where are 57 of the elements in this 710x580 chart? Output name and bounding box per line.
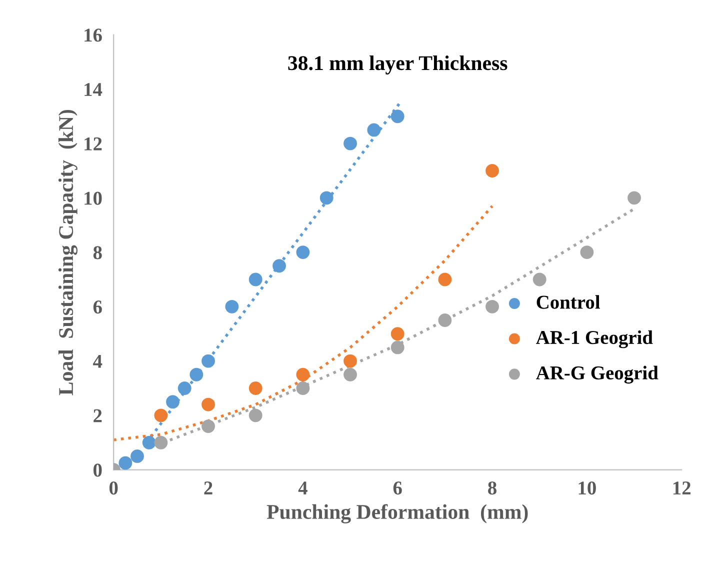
point xyxy=(532,272,546,286)
point xyxy=(296,246,310,260)
point xyxy=(225,300,239,314)
legend-label: AR-G Geogrid xyxy=(536,366,658,384)
point xyxy=(580,246,594,260)
point xyxy=(344,136,357,150)
point xyxy=(438,272,452,286)
point xyxy=(202,398,215,412)
x-tick-label: 8 xyxy=(488,481,496,495)
point xyxy=(628,191,641,205)
point xyxy=(390,340,404,354)
point xyxy=(202,354,215,368)
x-tick-label: 4 xyxy=(298,482,308,494)
y-tick-label: 0 xyxy=(94,464,102,477)
point xyxy=(296,368,310,382)
point xyxy=(344,368,357,382)
y-tick-label: 14 xyxy=(84,83,102,96)
y-tick-label: 10 xyxy=(84,192,102,205)
point xyxy=(202,420,215,434)
y-tick-label: 12 xyxy=(84,137,102,150)
legend-label: Control xyxy=(536,295,600,309)
point xyxy=(154,408,168,422)
point xyxy=(272,259,286,273)
point xyxy=(390,327,404,341)
legend-label: AR-1 Geogrid xyxy=(536,330,653,348)
y-axis-title: Load Sustaining Capacity (kN) xyxy=(58,110,78,396)
point xyxy=(296,382,310,395)
y-tick-label: 8 xyxy=(93,246,102,260)
x-tick-label: 0 xyxy=(109,481,118,495)
line-series xyxy=(114,204,494,442)
x-tick-label: 12 xyxy=(673,482,690,494)
point xyxy=(154,436,168,450)
point xyxy=(248,408,262,422)
point xyxy=(486,300,499,314)
x-tick-label: 10 xyxy=(578,481,596,495)
point xyxy=(178,382,192,395)
point xyxy=(118,456,132,470)
y-tick-label: 2 xyxy=(94,409,102,422)
point xyxy=(190,368,204,382)
text: 38.1 mm layer Thickness xyxy=(288,56,508,74)
y-tick-label: 16 xyxy=(84,28,102,42)
x-tick-label: 6 xyxy=(393,482,402,495)
x-tick-label: 2 xyxy=(204,482,212,494)
point xyxy=(486,164,499,178)
y-tick-label: 4 xyxy=(93,354,102,368)
point xyxy=(367,123,381,137)
x-axis-title: Punching Deformation (mm) xyxy=(266,504,528,524)
point xyxy=(320,191,334,205)
point xyxy=(248,382,262,395)
point xyxy=(438,314,452,327)
point xyxy=(130,450,144,463)
point xyxy=(166,395,180,409)
point xyxy=(390,110,404,124)
point xyxy=(344,354,357,368)
point xyxy=(142,436,156,450)
point xyxy=(248,272,262,286)
y-tick-label: 6 xyxy=(93,300,102,314)
